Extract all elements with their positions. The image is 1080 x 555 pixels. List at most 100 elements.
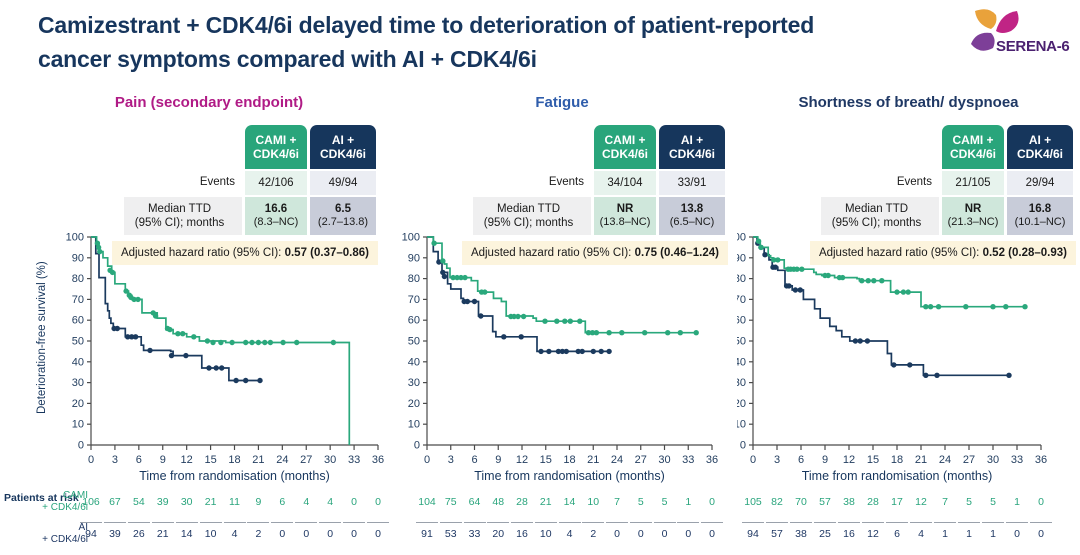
median-value-cami: NR (21.3–NC) [942,197,1004,235]
risk-divider-dash [838,522,860,523]
column-header-cami: CAMI + CDK4/6i [245,125,307,169]
x-tick-label: 9 [495,454,501,466]
censor-marker [168,352,175,359]
censor-marker [132,334,139,340]
risk-count-ai: 1 [966,528,972,540]
risk-count-cami: 1 [1014,496,1020,508]
y-tick-label: 20 [737,398,746,410]
risk-count-ai: 57 [771,528,783,540]
censor-marker [206,365,212,371]
censor-marker [183,352,189,359]
y-tick-label: 100 [737,232,746,244]
censor-marker [606,348,612,355]
y-tick-label: 0 [414,440,420,452]
x-tick-label: 9 [822,454,828,466]
censor-marker [577,318,583,324]
risk-divider-dash [814,522,836,523]
y-tick-label: 40 [72,356,84,368]
x-tick-label: 30 [987,454,999,466]
censor-marker [175,331,181,337]
censor-marker [255,339,262,346]
risk-count-cami: 28 [867,496,879,508]
censor-marker [923,372,929,378]
censor-marker [267,339,274,346]
hazard-ratio-band: Adjusted hazard ratio (95% CI): 0.75 (0.… [461,241,728,265]
risk-count-cami: 7 [942,496,948,508]
censor-marker [294,339,300,346]
panel-title-dyspnoea: Shortness of breath/ dyspnoea [798,94,1019,111]
risk-count-ai: 16 [516,528,528,540]
risk-divider-dash [1006,522,1028,523]
censor-marker [518,334,524,340]
risk-count-ai: 0 [279,528,286,540]
censor-marker [511,313,517,320]
median-label: Median TTD (95% CI); months [124,197,242,235]
censor-marker [131,296,137,303]
risk-count-cami: 5 [637,496,644,508]
risk-count-cami: 0 [351,496,357,508]
censor-marker [501,334,507,340]
censor-marker [95,244,102,251]
censor-marker [135,296,141,303]
censor-marker [593,330,600,336]
x-tick-label: 18 [228,454,240,466]
censor-marker [191,334,197,340]
x-tick-label: 24 [611,454,623,466]
x-tick-label: 24 [276,454,288,466]
x-tick-label: 33 [348,454,360,466]
risk-count-ai: 4 [231,528,238,540]
arm-label-cami: CAMI + CDK4/6i [42,490,88,513]
censor-marker [894,289,900,295]
risk-divider-dash [910,522,932,523]
y-tick-label: 70 [408,294,420,306]
censor-marker [440,269,446,276]
risk-count-cami: 0 [709,496,715,508]
risk-divider-dash [367,522,389,523]
censor-marker [542,318,548,324]
risk-count-ai: 0 [375,528,381,540]
arm-label-ai: AI + CDK4/6i [42,522,88,545]
risk-table-dyspnoea: 105 94 82 57 70 38 57 25 38 16 28 12 17 6 12 4 7 1 5 1 5 1 1 0 0… [737,496,1080,552]
risk-table-fatigue: 104 91 75 53 64 33 48 20 28 16 21 10 14 4 10 2 7 0 5 0 5 0 1 0 0… [392,496,732,552]
risk-divider-dash [534,522,557,523]
panel-fatigue: Fatigue CAMI + CDK4/6i AI + CDK4/6i Events… [392,92,732,555]
patients-at-risk-heading: Patients at risk [4,492,79,504]
censor-marker [478,313,484,319]
censor-marker [825,272,831,279]
risk-count-cami: 38 [843,496,855,508]
panel-pain: Pain (secondary endpoint) CAMI + CDK4/6i … [30,92,389,555]
censor-marker [864,338,871,344]
risk-divider-dash [701,522,723,523]
risk-divider-dash [653,522,676,523]
censor-marker [233,377,239,384]
risk-count-cami: 12 [915,496,927,508]
censor-marker [219,365,225,371]
hazard-ratio-band: Adjusted hazard ratio (95% CI): 0.52 (0.… [809,241,1076,265]
x-axis-title: Time from randomisation (months) [802,469,993,483]
x-tick-label: 36 [706,454,718,466]
censor-marker [755,238,762,244]
censor-marker [762,252,768,258]
censor-marker [797,287,803,293]
censor-marker [934,372,940,378]
censor-marker [693,330,699,336]
risk-divider-dash [416,522,438,523]
risk-count-ai: 39 [109,528,121,540]
y-tick-label: 70 [737,294,746,306]
median-label: Median TTD (95% CI); months [821,197,939,235]
risk-count-cami: 7 [614,496,620,508]
risk-count-cami: 4 [303,496,310,508]
y-tick-label: 30 [72,377,84,389]
censor-marker [857,338,863,344]
censor-marker [204,338,211,344]
censor-marker [454,274,460,281]
risk-divider-dash [487,522,510,523]
risk-count-cami: 48 [492,496,505,508]
summary-table-fatigue: CAMI + CDK4/6i AI + CDK4/6i Events 34/104 … [473,125,725,235]
risk-count-ai: 4 [918,528,924,540]
risk-count-cami: 4 [327,496,334,508]
censor-marker [440,258,446,264]
censor-marker [585,330,592,336]
x-tick-label: 15 [867,454,879,466]
censor-marker [464,298,471,305]
